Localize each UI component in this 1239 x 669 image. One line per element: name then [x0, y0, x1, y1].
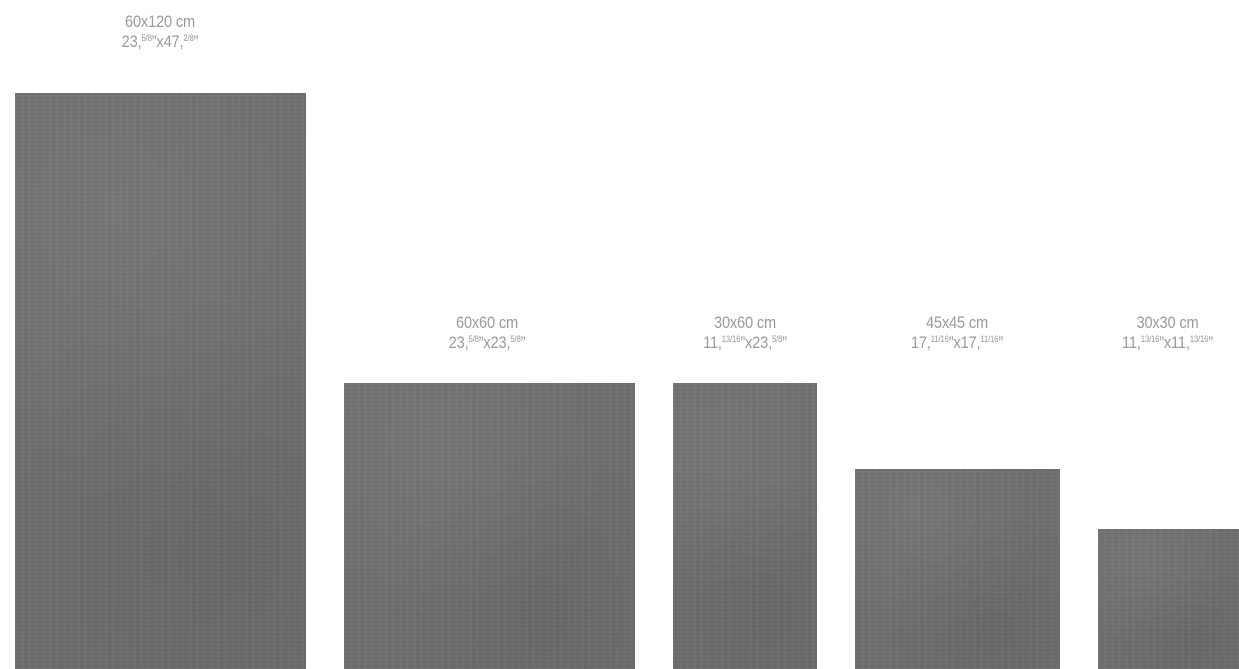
tile-size-label-30x30: 30x30 cm 11,13/16”x11,13/16” — [1106, 313, 1229, 353]
tile-size-label-60x120: 60x120 cm 23,5/8”x47,2/8” — [96, 12, 225, 52]
tile-size-cm: 60x120 cm — [125, 12, 195, 31]
tile-size-inches: 11,13/16”x11,13/16” — [1121, 333, 1214, 352]
tile-swatch-30x60 — [673, 383, 817, 669]
tile-swatch-60x120 — [15, 93, 306, 669]
tile-size-cm: 45x45 cm — [925, 313, 989, 332]
tile-size-label-30x60: 30x60 cm 11,13/16”x23,5/8” — [681, 313, 810, 353]
tile-size-inches: 23,5/8”x23,5/8” — [448, 333, 526, 352]
tile-swatch-45x45 — [855, 469, 1060, 669]
tile-size-inches: 11,13/16”x23,5/8” — [703, 333, 787, 352]
tile-size-inches: 17,11/16”x17,11/16” — [910, 333, 1004, 352]
tile-size-cm: 60x60 cm — [455, 313, 519, 332]
tile-size-label-45x45: 45x45 cm 17,11/16”x17,11/16” — [893, 313, 1022, 353]
tile-size-inches: 23,5/8”x47,2/8” — [121, 32, 199, 51]
tile-size-label-60x60: 60x60 cm 23,5/8”x23,5/8” — [423, 313, 552, 353]
tile-swatch-30x30 — [1098, 529, 1239, 669]
tile-size-cm: 30x60 cm — [713, 313, 777, 332]
tile-swatch-60x60 — [344, 383, 635, 669]
tile-size-cm: 30x30 cm — [1136, 313, 1199, 332]
